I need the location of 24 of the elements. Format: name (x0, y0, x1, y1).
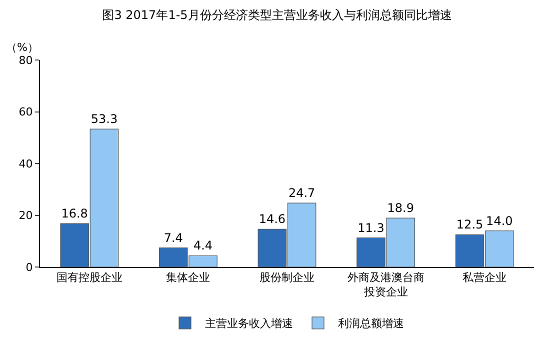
data-label: 7.4 (164, 230, 183, 245)
data-label: 4.4 (193, 238, 213, 253)
y-axis-title: （%） (6, 41, 38, 54)
data-label: 18.9 (387, 201, 414, 216)
x-tick-label: 外商及港澳台商投资企业 (347, 271, 424, 298)
y-tick-label: 60 (18, 106, 33, 119)
y-tick-label: 80 (18, 54, 33, 67)
data-label: 53.3 (90, 112, 118, 126)
data-label: 11.3 (358, 220, 384, 235)
data-label: 12.5 (456, 218, 484, 232)
x-tick-label: 集体企业 (166, 271, 210, 284)
legend-label: 利润总额增速 (338, 317, 404, 330)
data-label: 14.0 (486, 214, 513, 228)
y-tick-label: 40 (18, 157, 33, 170)
x-tick-label: 私营企业 (462, 271, 507, 284)
data-label: 16.8 (61, 206, 88, 221)
data-label: 24.7 (288, 186, 316, 200)
data-label: 14.6 (258, 212, 286, 226)
x-tick-label: 股份制企业 (260, 271, 314, 284)
legend-label: 主营业务收入增速 (205, 317, 293, 330)
y-tick-label: 0 (26, 260, 33, 274)
chart-title: 图3 2017年1-5月份分经济类型主营业务收入与利润总额同比增速 (102, 8, 452, 22)
x-tick-label: 国有控股企业 (56, 271, 122, 284)
y-tick-label: 20 (18, 209, 33, 222)
